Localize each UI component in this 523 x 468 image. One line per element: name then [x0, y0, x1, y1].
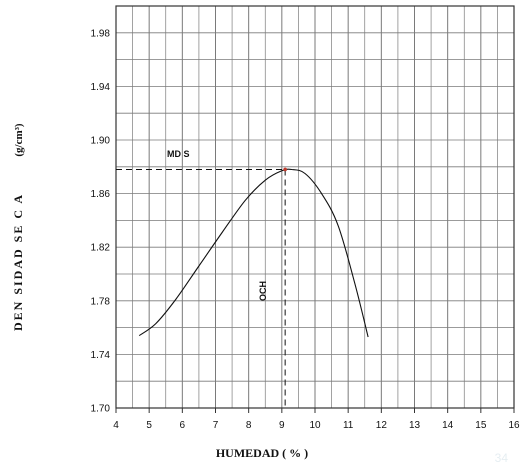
- mds-label: MD S: [167, 149, 190, 159]
- x-axis-title: HUMEDAD ( % ): [216, 446, 308, 460]
- y-tick-label: 1.90: [91, 136, 111, 147]
- x-tick-label: 9: [279, 420, 285, 431]
- x-tick-label: 5: [146, 420, 152, 431]
- x-tick-label: 16: [508, 420, 520, 431]
- data-layer: [116, 167, 369, 408]
- y-tick-label: 1.94: [91, 82, 111, 93]
- x-tick-label: 6: [180, 420, 186, 431]
- tick-labels: 4 5 6 7 8 9 10 11 12 13 14 15 16 1.70 1.74 1.78 1.82 1.86…: [91, 28, 520, 431]
- y-tick-label: 1.78: [91, 296, 111, 307]
- x-tick-label: 14: [442, 420, 454, 431]
- x-tick-label: 13: [409, 420, 421, 431]
- x-tick-label: 11: [343, 420, 354, 431]
- och-label: OCH: [258, 281, 268, 301]
- y-axis-title: DEN SIDAD SE C A: [11, 193, 25, 331]
- page-number: 34: [495, 451, 509, 465]
- y-axis-unit: (g/cm³): [13, 123, 25, 157]
- compaction-curve: [138, 168, 369, 338]
- grid: [115, 5, 515, 409]
- x-tick-label: 4: [113, 420, 119, 431]
- x-tick-label: 15: [475, 420, 487, 431]
- y-tick-label: 1.86: [91, 189, 111, 200]
- x-tick-label: 8: [246, 420, 252, 431]
- optimum-point: [283, 167, 287, 172]
- x-tick-label: 12: [376, 420, 388, 431]
- x-tick-label: 10: [309, 420, 321, 431]
- y-tick-label: 1.82: [91, 243, 111, 254]
- y-tick-label: 1.98: [91, 28, 111, 39]
- x-tick-label: 7: [213, 420, 219, 431]
- y-tick-label: 1.74: [91, 350, 111, 361]
- y-tick-label: 1.70: [91, 404, 111, 415]
